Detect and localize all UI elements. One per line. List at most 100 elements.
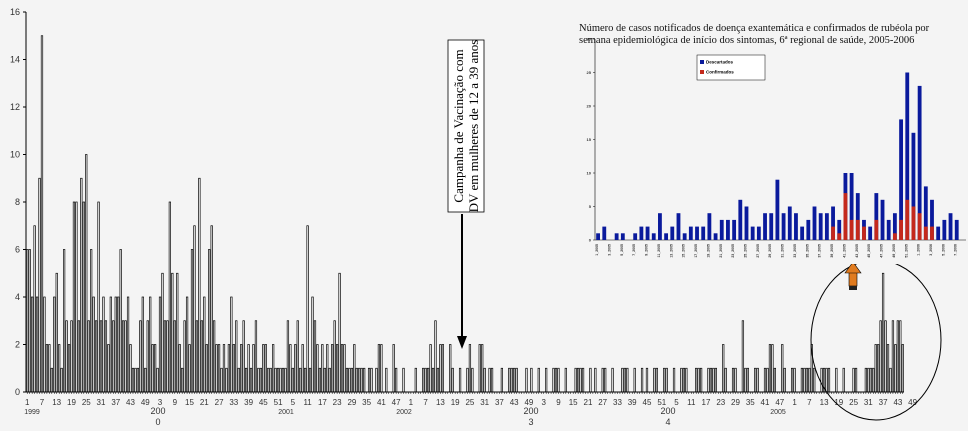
bar: [154, 344, 157, 393]
bar: [490, 367, 494, 393]
bar: [744, 367, 747, 393]
bar: [318, 367, 322, 393]
x-tick-label: 3: [541, 398, 546, 407]
bar: [431, 367, 435, 393]
inset-bar-confirmados: [874, 219, 879, 240]
inset-bar-confirmados: [862, 226, 866, 240]
bar: [891, 320, 895, 393]
bar: [304, 367, 307, 393]
bar: [854, 367, 858, 393]
x-tick-label: 31: [97, 398, 106, 407]
inset-y-tick-label: 20: [587, 104, 592, 109]
bar: [545, 367, 548, 393]
bar: [377, 344, 381, 393]
bar: [80, 177, 83, 393]
bar: [707, 367, 710, 393]
inset-bar-confirmados: [923, 226, 928, 240]
inset-x-tick-label: 33_2005: [793, 244, 797, 258]
x-tick-label: 7: [423, 398, 428, 407]
bar: [864, 367, 867, 393]
inset-bar-confirmados: [892, 233, 897, 240]
x-tick-label: 21: [584, 398, 593, 407]
bar: [363, 367, 366, 393]
inset-x-tick-label: 3_2006: [929, 244, 933, 256]
inset-title-line-1: Número de casos notificados de doença ex…: [579, 23, 930, 34]
inset-bar-confirmados: [911, 206, 916, 240]
inset-x-tick-label: 29_2005: [768, 244, 772, 258]
bar: [827, 367, 831, 393]
inset-bar-descartados: [664, 233, 669, 240]
bar: [422, 367, 425, 393]
inset-x-tick-label: 3_2005: [608, 244, 612, 256]
bar: [114, 296, 117, 393]
bar: [289, 344, 292, 393]
bar: [94, 320, 98, 393]
bar: [85, 154, 88, 393]
bar: [835, 367, 838, 393]
bar: [552, 367, 555, 393]
y-tick-label: 4: [15, 292, 20, 302]
year-label: 200: [150, 406, 165, 416]
bar: [151, 344, 154, 393]
inset-x-tick-label: 5_2005: [620, 244, 624, 256]
bar: [136, 367, 140, 393]
bar: [665, 367, 668, 393]
inset-x-tick-label: 21_2005: [719, 244, 723, 258]
inset-background: [579, 34, 968, 264]
bar: [741, 320, 745, 393]
bar: [63, 249, 66, 393]
bar: [156, 367, 159, 393]
bar: [55, 272, 58, 393]
bar: [321, 344, 324, 393]
bar: [158, 296, 162, 393]
bar: [70, 320, 73, 393]
inset-x-tick-label: 11_2005: [657, 244, 661, 257]
bar: [360, 367, 363, 393]
x-tick-label: 37: [879, 398, 888, 407]
inset-bar-descartados: [824, 213, 829, 240]
year-label-second-line: 3: [528, 417, 533, 427]
x-tick-label: 31: [480, 398, 489, 407]
bar: [144, 367, 147, 393]
bar: [48, 344, 51, 393]
inset-bar-descartados: [806, 219, 811, 240]
bar: [734, 367, 737, 393]
bar: [249, 367, 253, 393]
bar: [380, 344, 383, 393]
bar: [515, 367, 518, 393]
inset-x-tick-label: 1_2005: [595, 244, 599, 256]
year-label: 2001: [278, 409, 294, 416]
bar: [392, 344, 395, 393]
bar: [645, 367, 649, 393]
bar: [171, 272, 174, 393]
bar: [471, 367, 474, 393]
inset-bar-descartados: [948, 213, 953, 240]
x-tick-label: 35: [746, 398, 755, 407]
year-label-second-line: 4: [665, 417, 670, 427]
bar: [198, 177, 201, 393]
inset-title-line-2: semana epidemiológica de início dos sint…: [579, 35, 915, 46]
inset-bar-descartados: [849, 173, 854, 240]
inset-bar-descartados: [676, 213, 681, 240]
inset-y-tick-label: 25: [587, 70, 592, 75]
inset-x-tick-label: 47_2005: [880, 244, 884, 258]
bar: [756, 367, 759, 393]
bar: [370, 367, 373, 393]
bar: [375, 367, 378, 393]
bar: [230, 296, 233, 393]
bar: [525, 367, 528, 393]
bar: [220, 367, 223, 393]
bar: [296, 320, 299, 393]
bar: [557, 367, 560, 393]
bar: [254, 320, 258, 393]
x-tick-label: 45: [643, 398, 652, 407]
bar: [773, 367, 776, 393]
legend-swatch-descartados: [700, 60, 704, 64]
x-tick-label: 5: [291, 398, 296, 407]
bar: [872, 367, 875, 393]
inset-bar-descartados: [794, 213, 798, 240]
inset-bars: [596, 72, 959, 241]
inset-bar-descartados: [800, 226, 805, 240]
bar: [367, 367, 371, 393]
